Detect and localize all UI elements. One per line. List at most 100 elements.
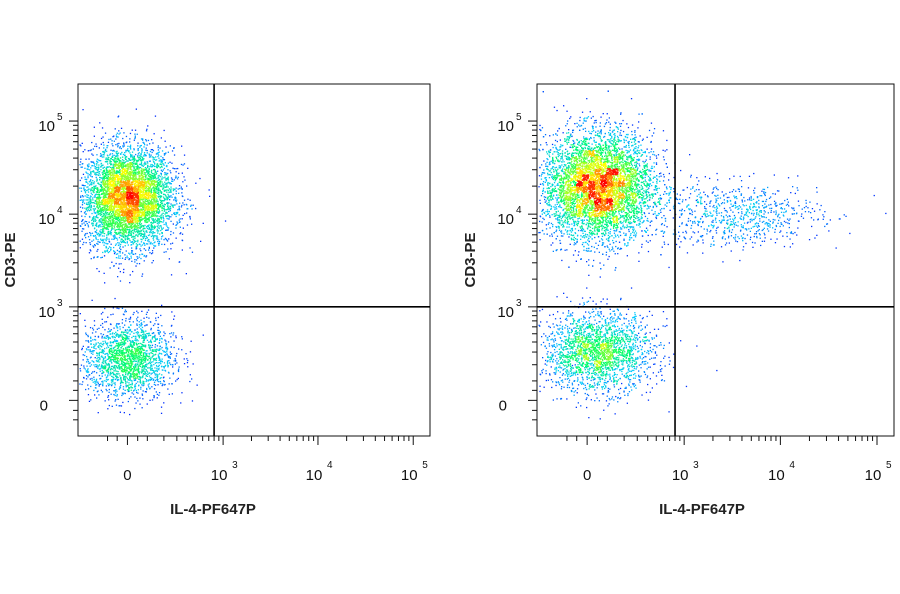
event-dot <box>174 358 176 360</box>
event-dot <box>171 162 173 164</box>
event-dot <box>79 161 82 163</box>
event-dot <box>167 226 169 229</box>
event-dot <box>108 330 111 333</box>
event-dot <box>125 225 127 227</box>
event-dot <box>137 234 139 236</box>
event-dot <box>101 240 104 242</box>
event-dot <box>121 322 123 324</box>
event-dot <box>150 163 152 166</box>
event-dot <box>160 204 162 206</box>
event-dot <box>144 144 146 146</box>
event-dot <box>148 189 151 192</box>
event-dot <box>100 181 102 183</box>
event-dot <box>155 178 157 180</box>
event-dot <box>164 140 166 142</box>
event-dot <box>121 381 123 384</box>
event-dot <box>107 208 109 210</box>
event-dot <box>116 395 118 397</box>
event-dot <box>89 183 92 185</box>
event-dot <box>120 160 122 162</box>
event-dot <box>89 197 91 199</box>
event-dot <box>104 218 106 220</box>
event-dot <box>163 203 166 205</box>
event-dot <box>128 226 130 228</box>
event-dot <box>116 171 118 173</box>
event-dot <box>120 347 122 349</box>
event-dot <box>168 258 170 260</box>
event-dot <box>87 150 89 152</box>
event-dot <box>103 366 105 368</box>
event-dot <box>129 369 131 371</box>
event-dot <box>103 181 105 183</box>
event-dot <box>130 359 132 361</box>
event-dot <box>93 186 95 188</box>
event-dot <box>153 185 155 188</box>
event-dot <box>107 364 109 366</box>
event-dot <box>130 374 132 376</box>
event-dot <box>117 218 119 220</box>
event-dot <box>111 156 113 158</box>
event-dot <box>94 231 96 233</box>
event-dot <box>102 170 104 173</box>
event-dot <box>99 209 101 212</box>
event-dot <box>125 165 127 167</box>
event-dot <box>99 241 101 243</box>
event-dot <box>110 210 112 212</box>
event-dot <box>142 203 144 205</box>
event-dot <box>136 360 138 362</box>
event-dot <box>92 154 94 156</box>
event-dot <box>131 250 134 252</box>
event-dot <box>124 166 127 168</box>
event-dot <box>96 173 98 175</box>
event-dot <box>119 223 121 226</box>
event-dot <box>97 342 99 344</box>
event-dot <box>94 365 96 368</box>
event-dot <box>82 109 84 111</box>
event-dot <box>158 342 161 344</box>
event-dot <box>136 256 138 258</box>
event-dot <box>144 366 146 368</box>
event-dot <box>137 257 139 259</box>
event-dot <box>103 176 105 179</box>
event-dot <box>108 328 110 330</box>
event-dot <box>106 212 109 214</box>
event-dot <box>151 213 154 216</box>
event-dot <box>115 138 117 140</box>
event-dot <box>127 226 129 228</box>
event-dot <box>107 141 110 143</box>
event-dot <box>157 208 159 210</box>
event-dot <box>110 213 113 215</box>
event-dot <box>156 164 158 166</box>
event-dot <box>102 356 104 358</box>
event-dot <box>136 178 138 180</box>
event-dot <box>126 346 129 348</box>
event-dot <box>107 163 109 165</box>
event-dot <box>105 223 108 225</box>
event-dot <box>95 215 98 217</box>
event-dot <box>115 243 117 245</box>
event-dot <box>153 247 155 249</box>
event-dot <box>158 242 160 245</box>
event-dot <box>115 161 117 164</box>
event-dot <box>106 177 108 179</box>
event-dot <box>101 224 103 226</box>
event-dot <box>161 176 163 178</box>
event-dot <box>136 320 138 322</box>
event-dot <box>87 183 89 185</box>
event-dot <box>178 221 181 223</box>
event-dot <box>122 326 124 329</box>
event-dot <box>87 368 89 370</box>
event-dot <box>102 150 105 153</box>
event-dot <box>112 136 114 138</box>
event-dot <box>136 373 138 376</box>
event-dot <box>122 145 124 147</box>
event-dot <box>109 211 111 214</box>
event-dot <box>128 372 130 374</box>
event-dot <box>118 166 121 168</box>
event-dot <box>118 373 120 375</box>
event-dot <box>163 129 165 132</box>
event-dot <box>145 353 147 355</box>
event-dot <box>100 165 103 167</box>
event-dot <box>130 354 133 356</box>
event-dot <box>97 169 100 171</box>
